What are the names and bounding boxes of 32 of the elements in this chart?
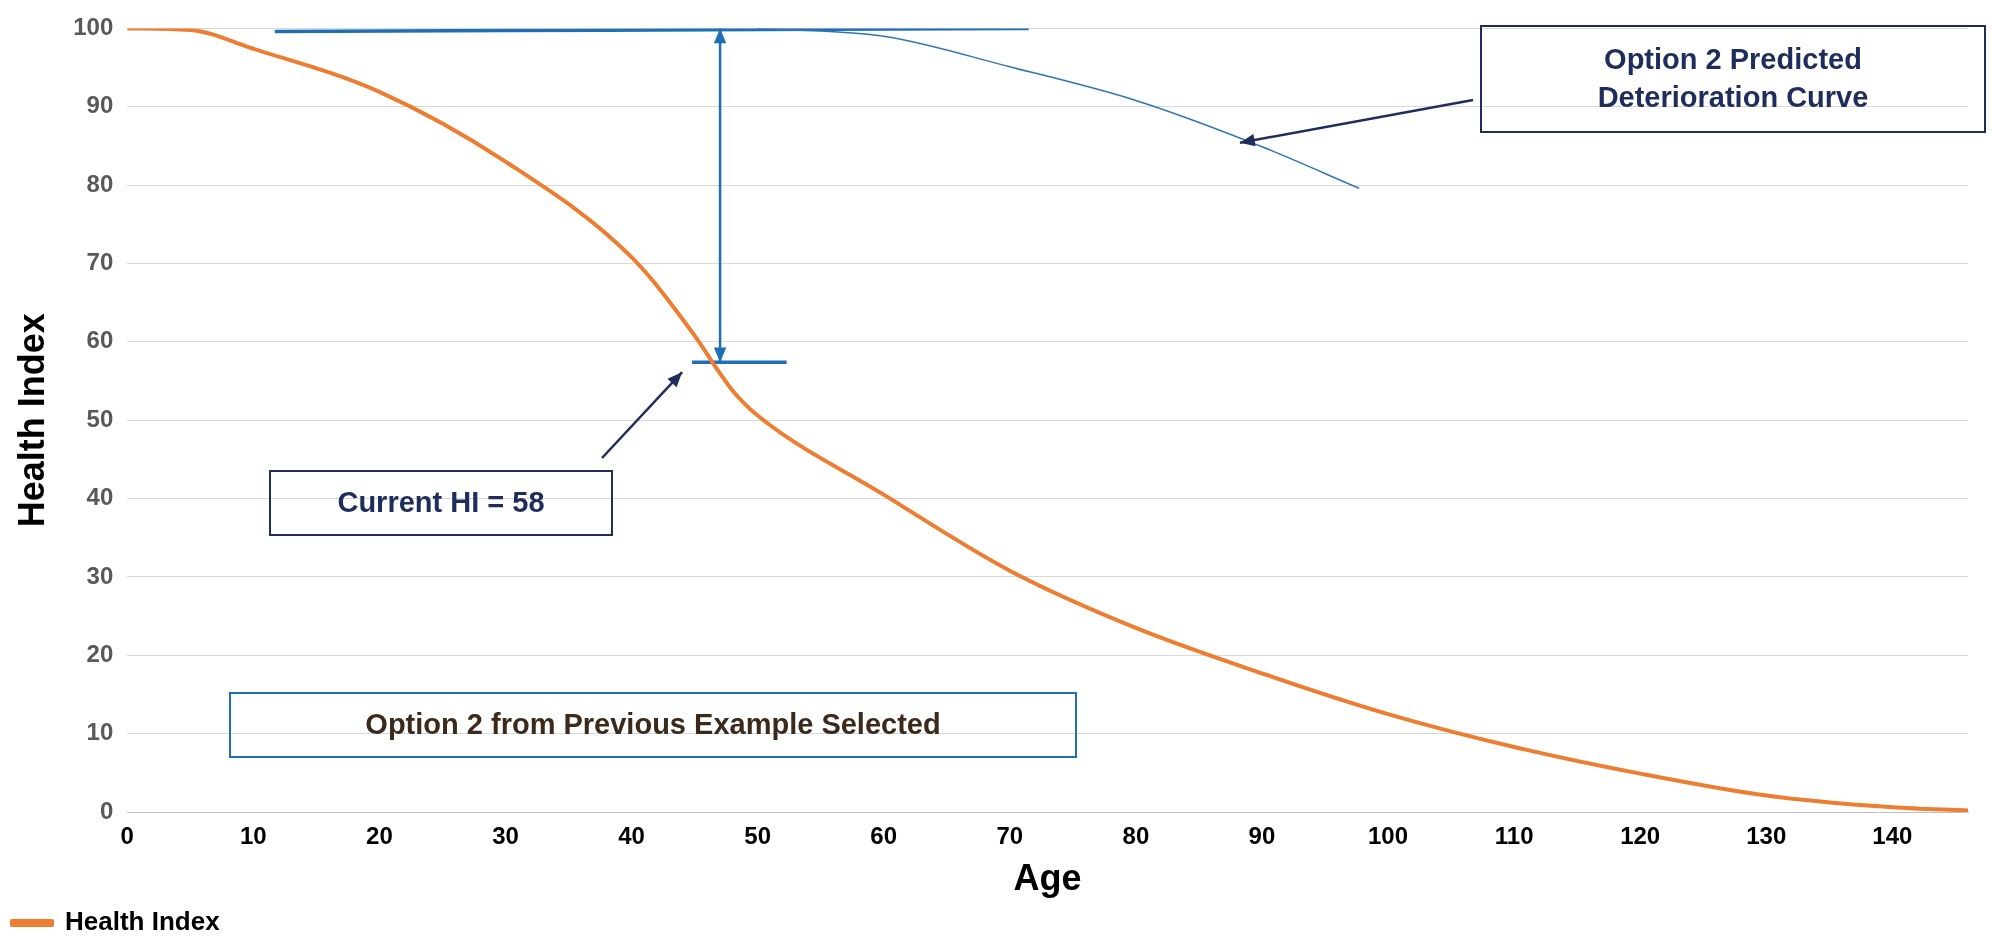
x-tick-label: 40 [618,822,645,850]
x-tick-label: 30 [492,822,519,850]
x-tick-label: 20 [366,822,393,850]
x-tick-label: 70 [996,822,1024,850]
x-tick-label: 80 [1122,822,1150,850]
text-box: Option 2 from Previous Example Selected [229,692,1077,758]
text-box: Option 2 Predicted Deterioration Curve [1480,25,1986,133]
y-tick-label: 20 [86,639,114,667]
x-tick-label: 120 [1620,822,1661,850]
x-tick-label: 0 [120,822,134,850]
y-tick-label: 90 [86,91,114,119]
x-tick-label: 60 [870,822,898,850]
y-tick-label: 0 [99,796,114,824]
y-tick-label: 70 [86,248,114,276]
text-box: Current HI = 58 [269,470,613,536]
x-tick-label: 140 [1872,822,1913,850]
y-tick-label: 100 [73,13,114,41]
y-tick-label: 10 [86,718,114,746]
y-axis-title: Health Index [10,313,52,528]
y-tick-label: 30 [86,561,114,589]
x-tick-label: 110 [1494,822,1534,850]
legend-label: Health Index [65,906,221,937]
x-tick-label: 10 [239,822,267,850]
x-tick-label: 50 [744,822,771,850]
x-tick-label: 130 [1746,822,1787,850]
y-tick-label: 40 [86,483,114,511]
y-tick-label: 80 [86,169,114,197]
x-tick-label: 100 [1368,822,1409,850]
y-tick-label: 50 [86,404,114,432]
x-tick-label: 90 [1248,822,1276,850]
x-axis-title: Age [1013,857,1082,899]
y-tick-label: 60 [86,326,114,354]
